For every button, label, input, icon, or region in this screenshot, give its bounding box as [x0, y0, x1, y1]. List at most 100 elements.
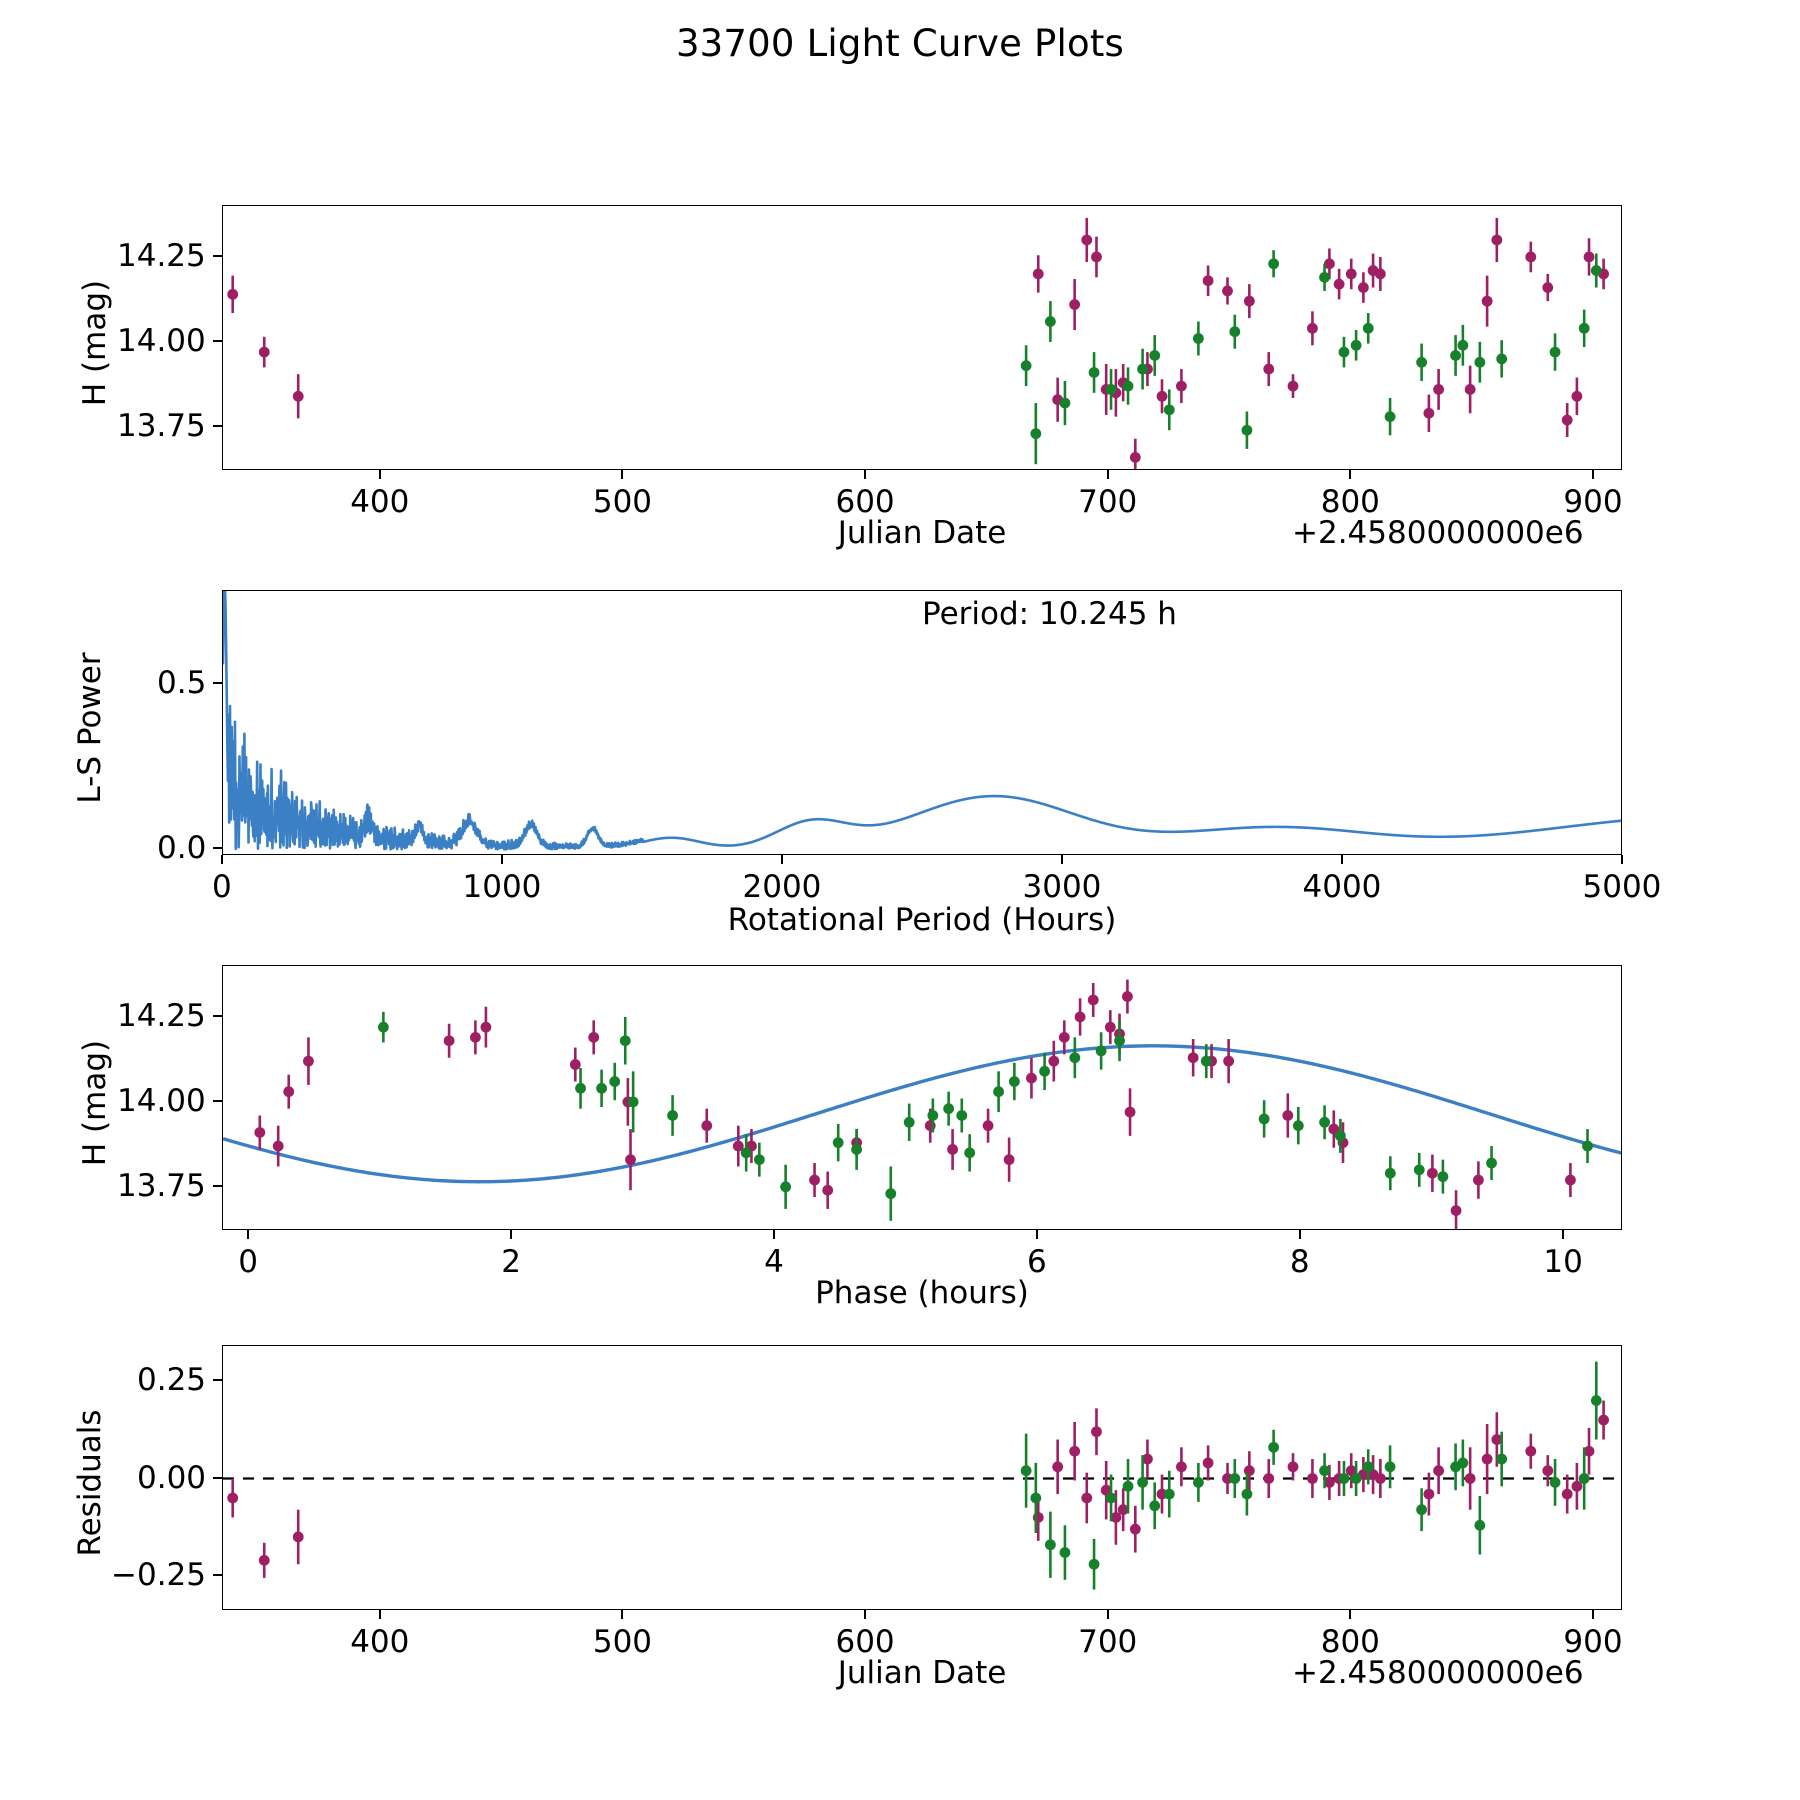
axis-label-x-residuals: Julian Date	[837, 1655, 1007, 1691]
lightcurve-plot-area	[227, 217, 1609, 469]
xtick-mark	[1298, 1230, 1301, 1239]
data-point	[1156, 390, 1168, 402]
xtick-label-periodogram: 3000	[1022, 869, 1102, 905]
data-point	[1202, 275, 1214, 287]
data-point	[1020, 1465, 1032, 1477]
data-point	[1202, 1457, 1214, 1469]
data-point	[1416, 356, 1428, 368]
data-point	[1059, 397, 1071, 409]
data-point	[1481, 295, 1493, 307]
xtick-mark	[1591, 1610, 1594, 1619]
data-point	[1192, 333, 1204, 344]
xtick-mark	[1349, 1610, 1352, 1619]
axis-label-x-periodogram: Rotational Period (Hours)	[727, 902, 1117, 938]
data-point	[1263, 1473, 1275, 1484]
data-point	[832, 1137, 844, 1149]
data-point	[1268, 258, 1280, 270]
data-point	[1561, 414, 1573, 426]
ytick-mark	[213, 339, 222, 342]
data-point	[1114, 1035, 1125, 1047]
data-point	[292, 1531, 304, 1543]
xtick-label-phase-fold: 0	[238, 1244, 259, 1280]
data-point	[1088, 1558, 1100, 1570]
data-point	[1048, 1055, 1060, 1067]
series-series_b	[1020, 250, 1602, 465]
axes-lightcurve	[222, 205, 1622, 470]
xtick-mark	[1561, 1230, 1564, 1239]
xtick-label-lightcurve: 600	[835, 484, 895, 520]
data-point	[377, 1021, 389, 1033]
data-point	[1081, 1492, 1093, 1504]
data-point	[1423, 407, 1435, 419]
data-point	[1565, 1174, 1576, 1186]
xtick-label-residuals: 400	[350, 1624, 410, 1660]
data-point	[1319, 1465, 1330, 1477]
data-point	[903, 1116, 915, 1128]
data-point	[443, 1035, 455, 1047]
data-point	[1044, 316, 1056, 327]
data-point	[1122, 1480, 1134, 1492]
data-point	[1137, 363, 1148, 375]
data-point	[1032, 268, 1044, 280]
data-point	[1416, 1504, 1428, 1516]
data-point	[1163, 1488, 1175, 1500]
data-point	[1324, 258, 1335, 270]
axis-label-x-phase: Phase (hours)	[815, 1275, 1029, 1311]
data-point	[1105, 1492, 1117, 1504]
data-point	[1200, 1055, 1212, 1067]
data-point	[588, 1031, 600, 1043]
data-point	[283, 1086, 295, 1098]
axis-offset-residuals: +2.4580000000e6	[1292, 1655, 1584, 1691]
data-point	[1450, 1205, 1462, 1217]
data-point	[1069, 1445, 1081, 1457]
data-point	[1578, 1473, 1590, 1484]
data-point	[1333, 278, 1345, 290]
xtick-label-phase-fold: 6	[1027, 1244, 1047, 1280]
xtick-label-lightcurve: 400	[350, 484, 410, 520]
ls-power-trace	[223, 591, 1621, 851]
data-point	[1241, 424, 1253, 436]
axis-label-y-residuals: Residuals	[72, 1409, 108, 1557]
page-title: 33700 Light Curve Plots	[675, 22, 1125, 65]
data-point	[227, 288, 239, 300]
data-point	[851, 1144, 863, 1155]
data-point	[1243, 295, 1255, 307]
data-point	[1222, 285, 1233, 297]
xtick-label-periodogram: 1000	[462, 869, 542, 905]
data-point	[627, 1096, 639, 1108]
ytick-label-lightcurve: 14.25	[117, 237, 206, 274]
data-point	[272, 1140, 284, 1152]
ytick-mark	[213, 1573, 222, 1576]
data-point	[1362, 1461, 1374, 1473]
data-point	[1583, 251, 1595, 263]
data-point	[1105, 384, 1117, 395]
data-point	[1474, 356, 1486, 368]
ytick-label-residuals: −0.25	[111, 1556, 206, 1593]
data-point	[1163, 404, 1175, 416]
data-point	[1525, 251, 1537, 263]
axis-offset-lightcurve: +2.4580000000e6	[1292, 515, 1584, 551]
ytick-label-residuals: 0.00	[137, 1459, 207, 1496]
data-point	[1491, 234, 1503, 246]
data-point	[1457, 339, 1469, 351]
data-point	[1258, 1113, 1270, 1125]
data-point	[1287, 380, 1299, 392]
data-point	[1149, 1500, 1161, 1512]
data-point	[1087, 994, 1099, 1006]
data-point	[1549, 1476, 1561, 1488]
axes-phase	[222, 965, 1622, 1230]
data-point	[619, 1035, 631, 1047]
data-point	[1052, 1461, 1064, 1473]
data-point	[1032, 1512, 1044, 1523]
xtick-mark	[1341, 855, 1343, 864]
xtick-label-periodogram: 4000	[1302, 869, 1382, 905]
xtick-label-phase-fold: 8	[1289, 1244, 1310, 1280]
xtick-label-residuals: 900	[1563, 1624, 1623, 1660]
xtick-mark	[1106, 1610, 1109, 1619]
data-point	[1590, 1395, 1602, 1406]
ytick-mark	[213, 1099, 222, 1102]
data-point	[1384, 1167, 1396, 1179]
data-point	[1582, 1140, 1593, 1152]
data-point	[1491, 1434, 1503, 1445]
data-point	[1122, 991, 1133, 1002]
